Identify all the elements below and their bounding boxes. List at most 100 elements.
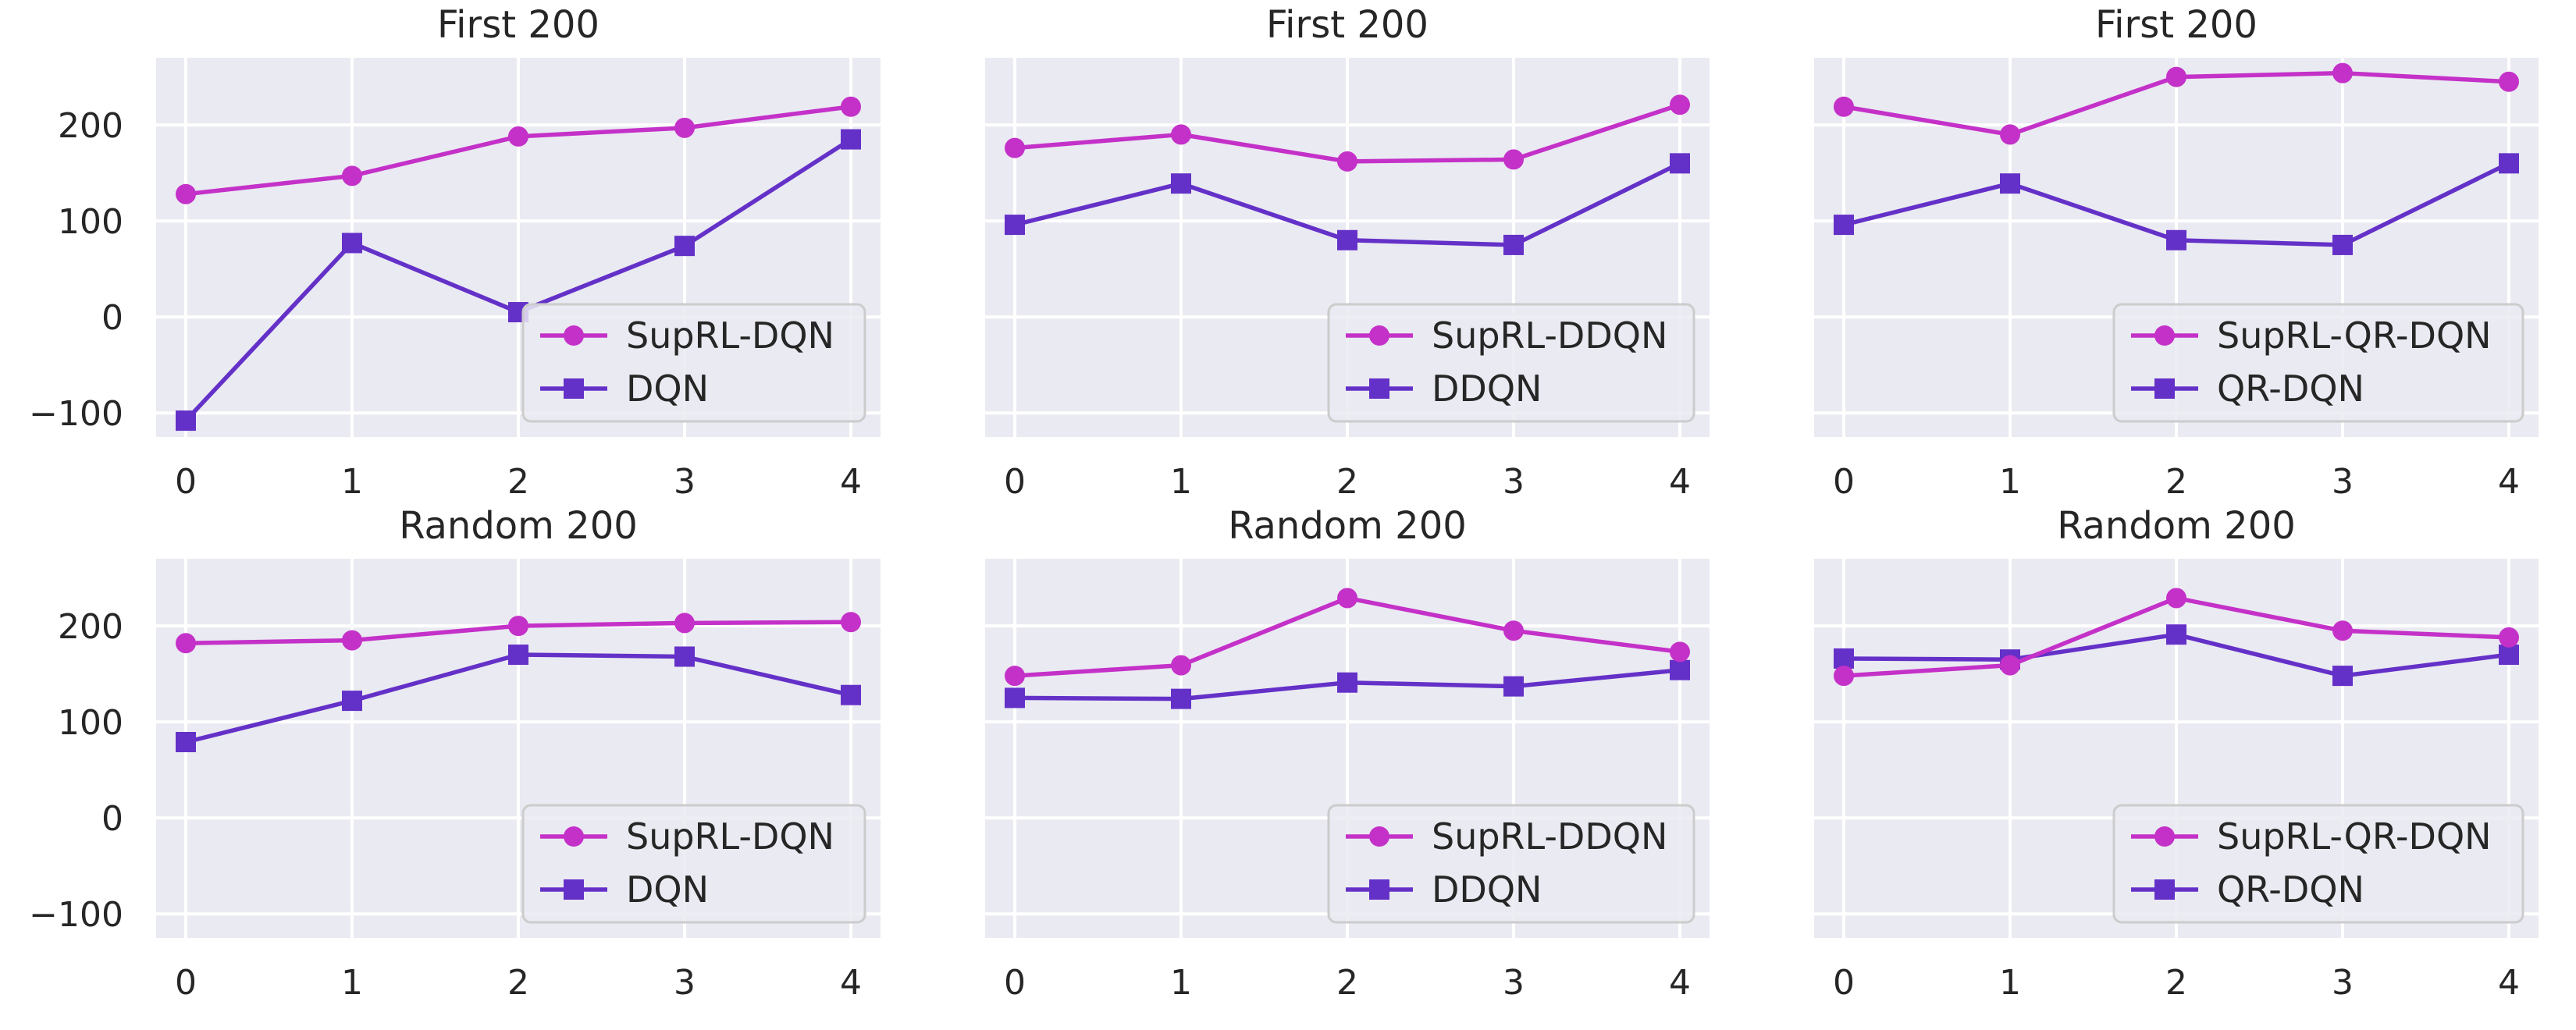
data-point — [1670, 153, 1690, 174]
panel-title: First 200 — [2095, 3, 2258, 47]
data-point — [1670, 641, 1690, 662]
legend-marker — [564, 378, 584, 399]
data-point — [1503, 234, 1524, 255]
legend-label: SupRL-QR-DQN — [2217, 314, 2492, 357]
x-tick-label: 3 — [2332, 963, 2354, 1003]
legend: SupRL-DDQN DDQN — [1327, 303, 1695, 423]
legend-box — [1327, 303, 1695, 423]
legend: SupRL-QR-DQN QR-DQN — [2112, 804, 2524, 924]
x-tick-label: 1 — [1170, 963, 1192, 1003]
x-tick-label: 3 — [674, 963, 696, 1003]
data-point — [508, 126, 528, 147]
legend: SupRL-DDQN DDQN — [1327, 804, 1695, 924]
y-tick-label: 0 — [101, 799, 123, 839]
legend-box — [1327, 804, 1695, 924]
data-point — [342, 691, 362, 712]
data-point — [176, 410, 196, 432]
panel-title: First 200 — [1266, 3, 1429, 47]
data-point — [508, 616, 528, 637]
y-tick-label: −100 — [29, 394, 123, 434]
chart-panel-4: Random 200 0 1 2 3 4 −100 0 100 200 SupRL-DQN DQN — [29, 504, 881, 1003]
panel-title: Random 200 — [399, 504, 638, 548]
data-point — [342, 630, 362, 651]
y-tick-label: 0 — [101, 298, 123, 338]
legend-marker — [2154, 325, 2175, 346]
x-tick-label: 1 — [341, 462, 363, 502]
data-point — [1337, 672, 1357, 693]
data-point — [2166, 624, 2186, 645]
data-point — [1834, 648, 1854, 669]
panel-title: Random 200 — [1228, 504, 1467, 548]
y-tick-label: 100 — [58, 202, 123, 242]
data-point — [1834, 215, 1854, 236]
data-point — [2499, 71, 2519, 92]
x-tick-label: 2 — [2165, 963, 2187, 1003]
data-point — [1005, 666, 1025, 687]
data-point — [1337, 151, 1357, 172]
legend-marker — [2154, 879, 2175, 900]
x-tick-label: 3 — [2332, 462, 2354, 502]
legend-label: DQN — [626, 868, 709, 911]
legend: SupRL-DQN DQN — [521, 804, 866, 924]
legend-marker — [1369, 325, 1389, 346]
data-point — [1834, 96, 1854, 117]
x-tick-label: 3 — [1503, 963, 1525, 1003]
data-point — [1503, 149, 1524, 170]
legend: SupRL-DQN DQN — [521, 303, 866, 423]
legend-box — [2112, 303, 2524, 423]
legend-label: SupRL-QR-DQN — [2217, 815, 2492, 858]
data-point — [1171, 124, 1191, 145]
y-tick-label: 200 — [58, 607, 123, 647]
data-point — [841, 612, 861, 633]
legend-label: QR-DQN — [2217, 368, 2364, 410]
x-tick-label: 3 — [1503, 462, 1525, 502]
x-tick-label: 1 — [1999, 963, 2021, 1003]
y-tick-label: −100 — [29, 895, 123, 935]
data-point — [2499, 153, 2519, 174]
legend-label: DDQN — [1432, 868, 1542, 911]
x-tick-label: 0 — [1004, 462, 1026, 502]
x-tick-label: 4 — [840, 963, 862, 1003]
panel-title: First 200 — [437, 3, 600, 47]
x-tick-label: 0 — [1833, 963, 1855, 1003]
data-point — [1503, 676, 1524, 697]
legend-label: SupRL-DDQN — [1432, 815, 1667, 858]
x-tick-label: 0 — [1833, 462, 1855, 502]
data-point — [2166, 229, 2186, 250]
data-point — [674, 117, 695, 138]
data-point — [176, 633, 196, 654]
legend-label: DDQN — [1432, 368, 1542, 410]
data-point — [1171, 173, 1191, 194]
data-point — [1337, 588, 1357, 609]
chart-panel-1: First 200 0 1 2 3 4 −100 0 100 200 SupRL-DQN DQN — [29, 3, 881, 502]
data-point — [176, 183, 196, 204]
x-tick-label: 1 — [1999, 462, 2021, 502]
data-point — [1834, 666, 1854, 687]
data-point — [2000, 173, 2020, 194]
legend-label: SupRL-DQN — [626, 314, 834, 357]
data-point — [2332, 62, 2353, 83]
data-point — [1670, 659, 1690, 680]
data-point — [342, 165, 362, 186]
data-point — [1171, 688, 1191, 709]
x-tick-label: 0 — [1004, 963, 1026, 1003]
data-point — [674, 646, 695, 667]
legend-marker — [2154, 826, 2175, 847]
x-tick-label: 1 — [341, 963, 363, 1003]
x-tick-label: 2 — [2165, 462, 2187, 502]
chart-panel-6: Random 200 0 1 2 3 4 SupRL-QR-DQN QR-DQN — [1814, 504, 2539, 1003]
data-point — [1337, 229, 1357, 250]
data-point — [1503, 620, 1524, 641]
data-point — [508, 645, 528, 666]
x-tick-label: 0 — [175, 963, 197, 1003]
x-tick-label: 4 — [840, 462, 862, 502]
data-point — [2000, 655, 2020, 676]
data-point — [342, 233, 362, 254]
data-point — [841, 684, 861, 705]
data-point — [1171, 655, 1191, 676]
data-point — [674, 236, 695, 257]
legend-marker — [564, 325, 584, 346]
data-point — [2166, 588, 2186, 609]
data-point — [2332, 620, 2353, 641]
